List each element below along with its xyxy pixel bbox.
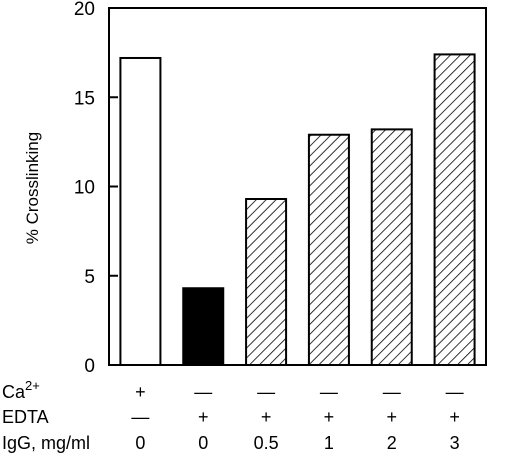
condition-cell: — (257, 382, 275, 402)
plot-frame (108, 7, 487, 366)
condition-cell: — (446, 382, 464, 402)
condition-row-label: IgG, mg/ml (2, 433, 90, 453)
condition-cell: 0.5 (254, 433, 279, 453)
condition-cell: — (320, 382, 338, 402)
y-tick-label: 10 (74, 178, 95, 199)
condition-cell: + (198, 407, 209, 427)
y-tick-label: 5 (84, 267, 95, 288)
bars (119, 53, 476, 366)
y-tick-label: 15 (74, 88, 95, 109)
condition-cell: + (135, 382, 146, 402)
bar (245, 197, 288, 366)
y-tick-label: 0 (84, 356, 95, 377)
y-tick-label: 20 (74, 0, 95, 20)
condition-cell: 2 (387, 433, 397, 453)
bar (119, 56, 162, 366)
condition-cell: + (261, 407, 272, 427)
condition-row-label: EDTA (2, 407, 49, 427)
bar (370, 128, 413, 366)
condition-row-label: Ca2+ (2, 378, 40, 402)
bar (307, 133, 350, 366)
bar (433, 53, 476, 366)
condition-cell: — (194, 382, 212, 402)
y-axis: 0 5 10 15 20 (74, 0, 118, 377)
y-axis-label: % Crosslinking (23, 132, 42, 244)
bar (182, 287, 225, 366)
condition-cell: 0 (198, 433, 208, 453)
condition-cell: — (383, 382, 401, 402)
condition-cell: 1 (324, 433, 334, 453)
condition-cell: — (131, 407, 149, 427)
condition-table: Ca2+ + — — — — — EDTA — + + + + + IgG, mg/ml 0 0 0.5 1 2 3 (2, 378, 464, 453)
condition-cell: + (324, 407, 335, 427)
condition-cell: + (449, 407, 460, 427)
condition-cell: 0 (135, 433, 145, 453)
condition-cell: 3 (450, 433, 460, 453)
condition-cell: + (386, 407, 397, 427)
